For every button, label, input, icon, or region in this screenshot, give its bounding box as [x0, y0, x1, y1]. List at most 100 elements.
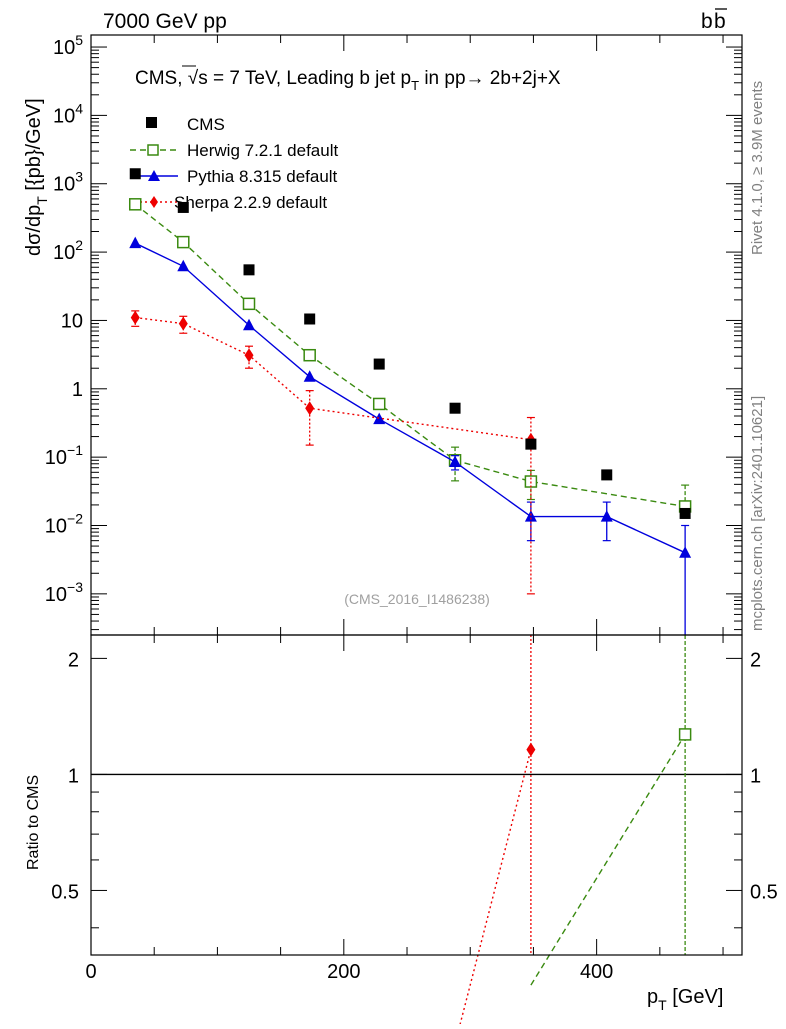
herwig-marker: [372, 397, 386, 411]
ratio-y-tick-label: 2: [68, 649, 79, 671]
header-right-b: b: [701, 10, 713, 33]
sherpa-marker: [305, 401, 315, 416]
cms-data-point: [177, 201, 189, 213]
legend-cms-marker: [146, 117, 157, 128]
header-right-bbar: b: [714, 10, 726, 33]
pythia-marker: [177, 259, 190, 272]
cms-data-point: [373, 358, 385, 370]
pythia-marker: [679, 546, 692, 558]
plot-title: CMS, √s = 7 TeV, Leading b jet pT in pp→…: [135, 68, 561, 93]
main-y-tick-label-exp: 4: [75, 100, 83, 116]
ratio-y-tick-label-right: 1: [750, 765, 761, 787]
side-text-top: Rivet 4.1.0, ≥ 3.9M events: [749, 81, 766, 255]
sherpa-marker: [178, 316, 188, 331]
sherpa-ratio-marker: [526, 742, 536, 757]
ratio-plot-frame: [90, 634, 743, 956]
legend-sherpa-label: Sherpa 2.2.9 default: [174, 193, 327, 212]
main-y-tick-label: 102: [53, 237, 83, 264]
main-y-tick-label-base: 10: [53, 242, 75, 264]
title-rest: = 7 TeV, Leading b jet p: [208, 68, 411, 89]
main-y-tick-label: 10−1: [45, 442, 83, 469]
pythia-marker: [373, 412, 386, 425]
cms-data-point: [449, 402, 461, 414]
herwig-marker: [303, 348, 316, 362]
title-sub: T: [411, 78, 419, 93]
main-ylabel-units: [{pb}/GeV]: [23, 98, 45, 196]
herwig-marker: [177, 235, 190, 249]
header-right: b b: [701, 8, 727, 33]
x-axis-label-main: p: [647, 986, 658, 1008]
sherpa-marker: [130, 310, 140, 325]
x-axis-label-units: [GeV]: [667, 986, 724, 1008]
pythia-line: [134, 242, 686, 554]
main-ylabel-main: dσ/dp: [23, 205, 45, 256]
x-axis-label: pT [GeV]: [647, 986, 723, 1013]
legend-herwig-marker: [147, 144, 159, 156]
main-y-tick-label-base: 10: [53, 37, 75, 59]
pythia-marker: [243, 318, 256, 331]
main-y-tick-label-exp: −2: [67, 510, 83, 526]
main-y-tick-label: 103: [53, 169, 83, 196]
herwig-marker: [242, 297, 256, 311]
sherpa-ratio-line: [458, 749, 532, 1029]
x-axis-ticks: 0 200 400: [85, 35, 724, 983]
main-y-tick-label-exp: 5: [75, 32, 83, 48]
pythia-marker: [600, 510, 613, 522]
main-y-tick-label: 104: [53, 100, 83, 127]
sherpa-marker: [244, 348, 254, 363]
pythia-marker: [524, 510, 537, 522]
main-y-tick-label: 105: [53, 32, 83, 59]
herwig-line: [134, 203, 686, 508]
main-y-tick-label-base: 1: [72, 379, 83, 401]
legend-herwig-label: Herwig 7.2.1 default: [187, 141, 338, 160]
pythia-marker: [303, 370, 316, 382]
header-left: 7000 GeV pp: [103, 10, 227, 33]
legend-sherpa-marker: [150, 196, 158, 208]
main-y-tick-label: 1: [72, 379, 83, 401]
cms-data-point: [525, 438, 537, 450]
main-plot-series: [128, 168, 692, 635]
main-y-tick-label: 10−3: [45, 579, 83, 606]
main-y-tick-label-exp: 3: [75, 169, 83, 185]
side-text-bottom: mcplots.cern.ch [arXiv:2401.10621]: [749, 396, 766, 631]
cms-data-point: [243, 264, 255, 276]
legend: CMS Herwig 7.2.1 default Pythia 8.315 de…: [130, 115, 338, 212]
x-tick-label: 0: [85, 961, 96, 983]
herwig-ratio-marker: [678, 728, 692, 741]
title-tail: in pp→ 2b+2j+X: [419, 68, 561, 89]
legend-pythia-marker: [148, 170, 160, 181]
ratio-y-tick-label-right: 0.5: [750, 881, 778, 903]
pythia-marker: [129, 236, 142, 249]
cms-data-point: [304, 313, 316, 325]
main-y-tick-label: 10: [61, 310, 83, 332]
ratio-y-tick-label-right: 2: [750, 649, 761, 671]
title-sqrt: √s: [188, 68, 208, 89]
ratio-y-axis-ticks: 0.5 0.5 1 1 2 2: [51, 649, 778, 929]
main-y-tick-label-exp: −3: [67, 579, 83, 595]
cms-data-point: [679, 507, 691, 519]
main-y-tick-label-base: 10: [53, 174, 75, 196]
herwig-ratio-line: [530, 734, 686, 986]
x-axis-label-sub: T: [658, 997, 667, 1013]
herwig-marker: [128, 198, 142, 211]
sherpa-line: [135, 316, 531, 441]
pythia-marker: [449, 455, 462, 467]
main-y-tick-label-exp: 2: [75, 237, 83, 253]
x-tick-label: 400: [580, 961, 613, 983]
legend-pythia-label: Pythia 8.315 default: [187, 167, 338, 186]
main-y-tick-label: 10−2: [45, 510, 83, 537]
title-prefix: CMS,: [135, 68, 188, 89]
cms-data-point: [601, 469, 613, 481]
main-y-tick-label-base: 10: [45, 584, 67, 606]
analysis-id: (CMS_2016_I1486238): [344, 591, 490, 607]
main-ylabel-sub: T: [34, 196, 50, 205]
ratio-plot-series: [458, 635, 692, 1029]
main-y-tick-label-base: 10: [53, 105, 75, 127]
ratio-y-tick-label: 1: [68, 765, 79, 787]
main-y-tick-label-base: 10: [45, 515, 67, 537]
main-y-tick-label-base: 10: [61, 310, 83, 332]
main-ylabel: dσ/dpT [{pb}/GeV]: [23, 98, 50, 256]
x-tick-label: 200: [327, 961, 360, 983]
